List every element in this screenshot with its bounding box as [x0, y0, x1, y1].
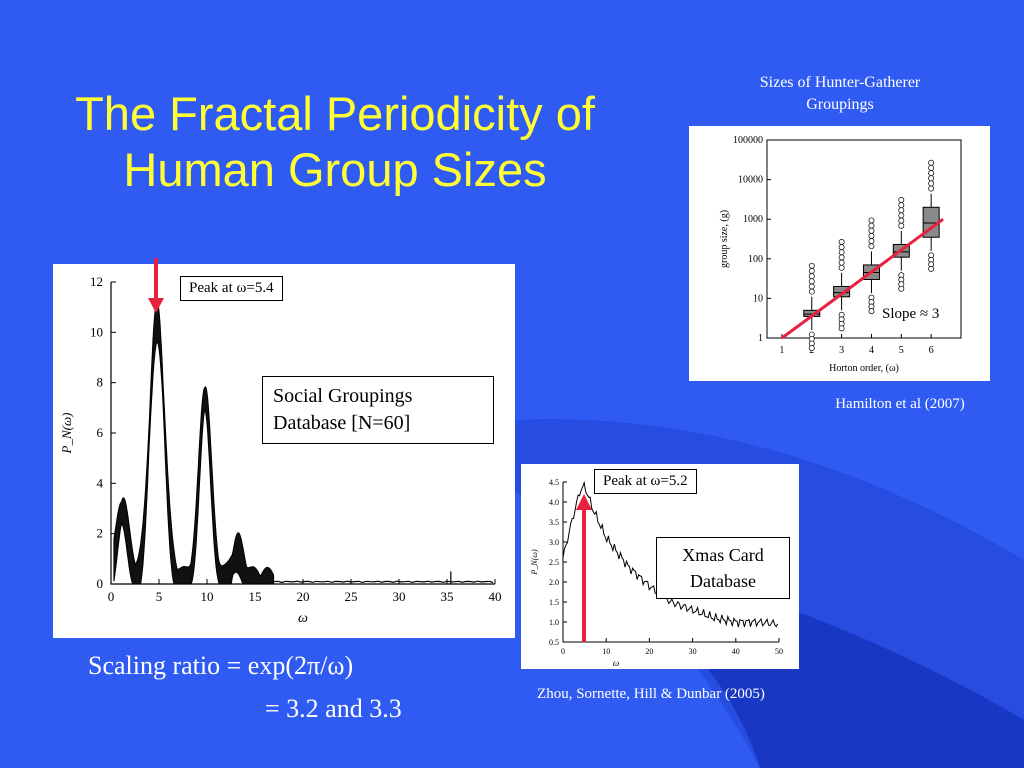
y-tick-label: 2 [97, 526, 104, 541]
y-tick-label: 3.5 [549, 518, 559, 527]
x-tick-label: 50 [775, 647, 783, 656]
plot-frame [766, 139, 962, 339]
box-outlier [928, 265, 935, 272]
x-tick-label: 35 [441, 589, 454, 604]
y-tick-label: 0.5 [549, 638, 559, 647]
x-axis-label: Horton order, (ω) [829, 363, 899, 374]
x-tick-label: 40 [489, 589, 502, 604]
peak-arrow-2-head [576, 494, 592, 510]
x-tick-label: 25 [345, 589, 358, 604]
y-tick-label: 1.5 [549, 598, 559, 607]
box-outlier [868, 308, 875, 315]
x-tick-label: 0 [108, 589, 115, 604]
box-outlier [898, 285, 905, 292]
xmas-card-label: Xmas Card Database [656, 537, 790, 599]
box-outlier [898, 196, 905, 203]
y-axis-label: P_N(ω) [59, 413, 74, 455]
y-tick-label: 4 [97, 475, 104, 490]
box-outlier [808, 345, 815, 352]
title-line-2: Human Group Sizes [123, 143, 547, 196]
y-tick-label: 10 [753, 293, 763, 304]
y-tick-label: 4.0 [549, 498, 559, 507]
fit-line [781, 217, 944, 340]
y-tick-label: 1.0 [549, 618, 559, 627]
y-tick-label: 4.5 [549, 478, 559, 487]
y-tick-label: 1 [758, 333, 763, 344]
scaling-formula: Scaling ratio = exp(2π/ω) [88, 651, 354, 680]
hunter-gatherer-caption: Sizes of Hunter-Gatherer Groupings [700, 72, 980, 116]
y-tick-label: 3.0 [549, 538, 559, 547]
y-tick-label: 100 [748, 254, 763, 265]
y-tick-label: 1000 [743, 214, 763, 225]
hamilton-citation: Hamilton et al (2007) [835, 396, 965, 412]
x-tick-label: 4 [869, 345, 874, 356]
social-groupings-label: Social Groupings Database [N=60] [262, 376, 494, 444]
y-tick-label: 2.0 [549, 578, 559, 587]
x-tick-label: 0 [561, 647, 565, 656]
box-outlier [838, 325, 845, 332]
x-tick-label: 1 [779, 345, 784, 356]
y-tick-label: 0 [97, 576, 104, 591]
x-tick-label: 5 [156, 589, 163, 604]
y-tick-label: 10000 [738, 175, 763, 186]
y-axis-label: P_N(ω) [530, 549, 539, 576]
y-tick-label: 10 [90, 324, 103, 339]
x-tick-label: 15 [249, 589, 262, 604]
x-axis-label: ω [298, 611, 308, 626]
social-groupings-chart: 0 5 10 15 20 25 30 35 40 0 2 4 6 8 10 12 ω P_N(ω) [53, 264, 515, 638]
x-tick-label: 6 [929, 345, 934, 356]
scaling-values: = 3.2 and 3.3 [265, 694, 402, 723]
x-tick-label: 30 [689, 647, 697, 656]
zhou-citation: Zhou, Sornette, Hill & Dunbar (2005) [537, 686, 765, 702]
box-outlier [868, 217, 875, 224]
social-label-line-1: Social Groupings [273, 385, 413, 407]
title-line-1: The Fractal Periodicity of [75, 87, 595, 140]
x-tick-label: 10 [602, 647, 610, 656]
x-axis-label: ω [613, 658, 619, 668]
slide-title: The Fractal Periodicity of Human Group S… [30, 86, 640, 198]
slope-annotation: Slope ≈ 3 [882, 306, 940, 322]
peak-label-social: Peak at ω=5.4 [180, 276, 283, 301]
y-tick-label: 2.5 [549, 558, 559, 567]
xmas-label-line-1: Xmas Card [682, 545, 764, 565]
x-tick-label: 10 [201, 589, 214, 604]
xmas-series-line [562, 480, 779, 628]
x-tick-label: 20 [645, 647, 653, 656]
box-outlier [808, 262, 815, 269]
periodogram-tail [274, 580, 494, 584]
box-outlier [928, 159, 935, 166]
periodogram-band [113, 299, 275, 585]
x-tick-label: 40 [732, 647, 740, 656]
y-tick-label: 8 [97, 375, 104, 390]
box-body [833, 285, 851, 298]
y-tick-label: 6 [97, 425, 104, 440]
x-tick-label: 3 [839, 345, 844, 356]
y-tick-label: 100000 [733, 135, 763, 146]
peak-label-xmas: Peak at ω=5.2 [594, 469, 697, 494]
x-tick-label: 30 [393, 589, 406, 604]
box-outlier [838, 239, 845, 245]
y-tick-label: 12 [90, 274, 103, 289]
peak-arrow-1-head [148, 298, 164, 313]
x-tick-label: 20 [297, 589, 310, 604]
hunter-gatherer-chart: 123456110100100010000100000Horton order,… [689, 126, 990, 381]
xmas-label-line-2: Database [690, 571, 756, 591]
caption-line-2: Groupings [806, 96, 874, 113]
caption-line-1: Sizes of Hunter-Gatherer [759, 74, 921, 91]
y-axis-label: group size, (g) [719, 210, 730, 268]
x-tick-label: 5 [899, 345, 904, 356]
social-label-line-2: Database [N=60] [273, 412, 411, 434]
